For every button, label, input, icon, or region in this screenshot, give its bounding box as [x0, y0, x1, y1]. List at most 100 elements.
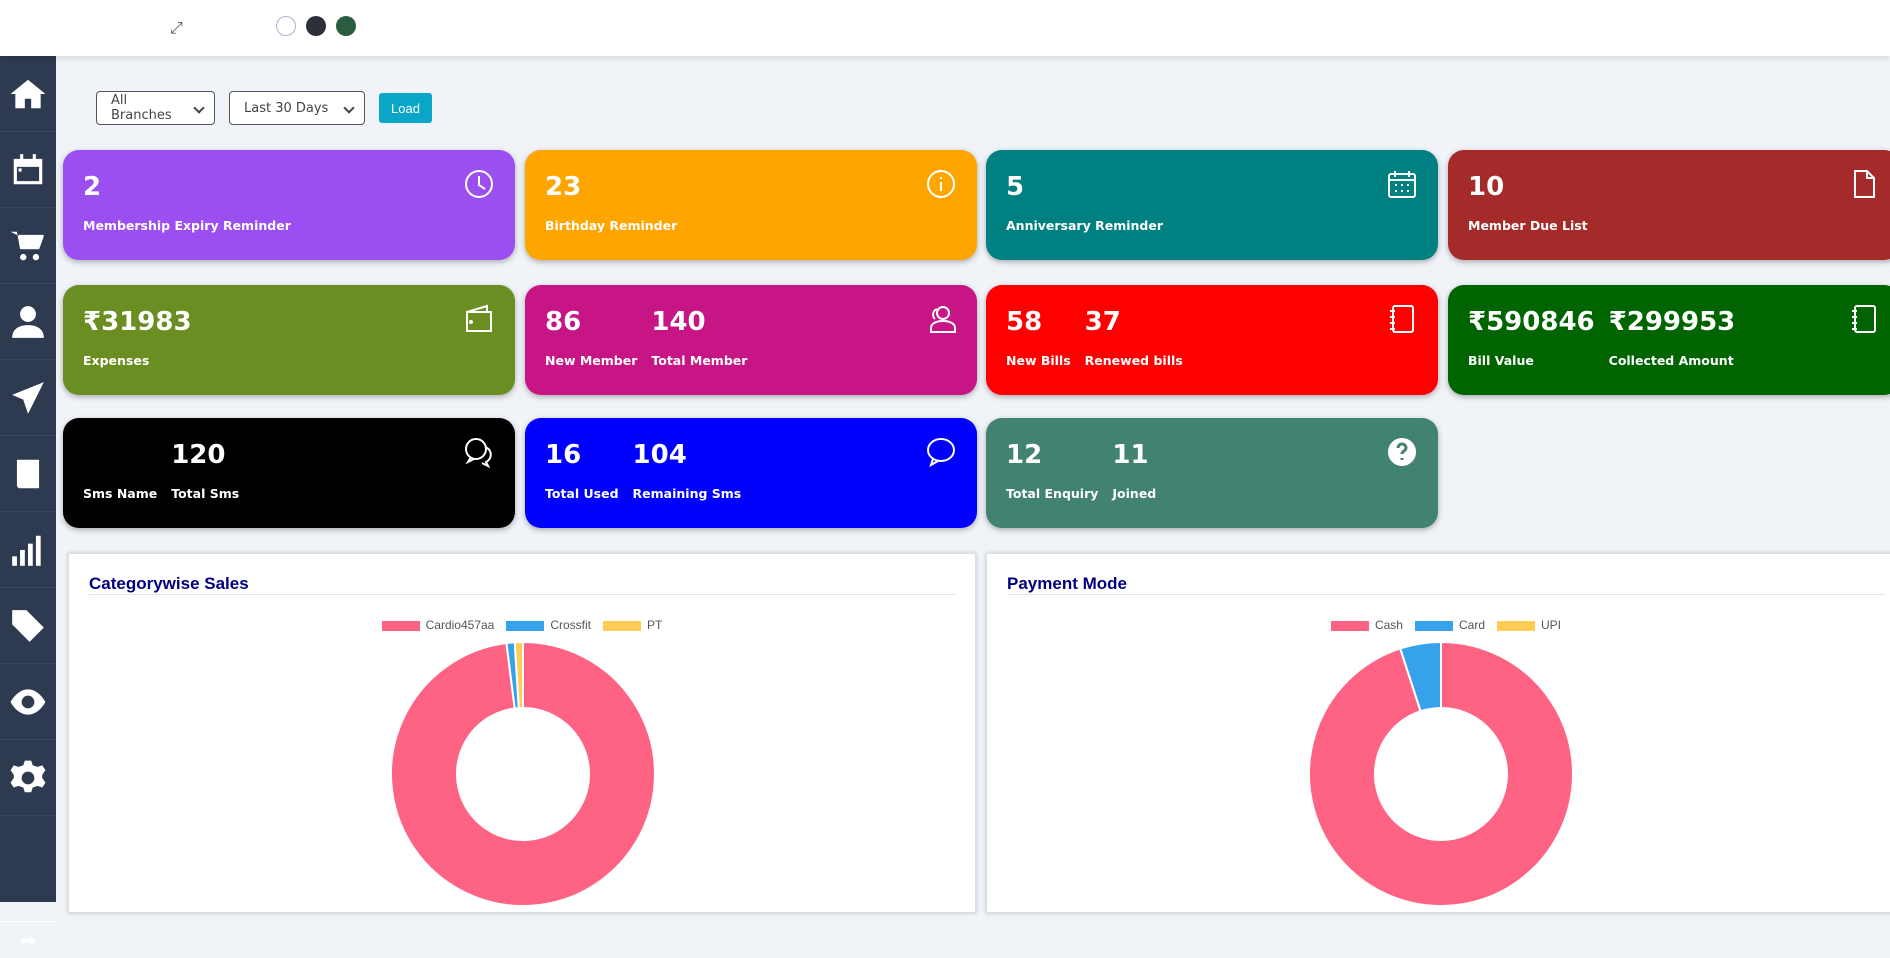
tags-icon — [12, 609, 44, 642]
pie-slice-cardio457aa[interactable] — [390, 640, 656, 907]
branch-select-value: All Branches — [111, 93, 172, 123]
stat-card[interactable]: 58 New Bills 37 Renewed bills — [986, 285, 1438, 395]
theme-dark-button[interactable] — [306, 16, 326, 36]
chart-title: Categorywise Sales — [89, 574, 249, 593]
stat-value: 23 — [545, 172, 582, 202]
stat-label: Bill Value — [1468, 353, 1534, 368]
legend-label: Crossfit — [550, 618, 592, 632]
legend-label: Cardio457aa — [425, 618, 495, 632]
eye-icon — [10, 688, 46, 715]
sidebar-item-settings[interactable] — [0, 740, 56, 816]
legend-label: PT — [647, 618, 663, 632]
stat-card[interactable]: Sms Name 120 Total Sms — [63, 418, 515, 528]
user-icon — [12, 305, 44, 338]
stat-label: Anniversary Reminder — [1006, 218, 1163, 233]
chart-title: Payment Mode — [1007, 574, 1127, 593]
stat-value: 10 — [1468, 172, 1505, 202]
theme-light-button[interactable] — [276, 16, 296, 36]
period-select-value: Last 30 Days — [244, 100, 329, 116]
legend-item[interactable]: UPI — [1497, 618, 1561, 632]
legend-item[interactable]: Cardio457aa — [381, 618, 495, 632]
notebook-icon — [1848, 303, 1880, 335]
stat-label: Total Member — [651, 353, 748, 368]
stat-value: 104 — [632, 440, 687, 470]
collapse-sidebar-button[interactable]: ➡ — [0, 921, 56, 958]
chart-legend: Cash Card UPI — [987, 618, 1890, 632]
categorywise-sales-panel: Categorywise Sales Cardio457aa Crossfit PT — [68, 553, 976, 913]
branch-select[interactable]: All Branches — [96, 91, 215, 125]
legend-label: Card — [1458, 618, 1485, 632]
stat-value: 5 — [1006, 172, 1025, 202]
stat-card[interactable]: 12 Total Enquiry 11 Joined — [986, 418, 1438, 528]
filters: All Branches Last 30 Days Load — [96, 91, 432, 125]
stat-label: Total Sms — [171, 486, 240, 501]
sidebar-item-home[interactable] — [0, 56, 56, 132]
stat-card[interactable]: 86 New Member 140 Total Member — [525, 285, 977, 395]
question-icon — [1386, 436, 1418, 468]
sidebar-item-view[interactable] — [0, 664, 56, 740]
load-button[interactable]: Load — [379, 93, 432, 123]
wallet-icon — [463, 303, 495, 335]
sidebar-item-cart[interactable] — [0, 208, 56, 284]
stat-label: Collected Amount — [1608, 353, 1734, 368]
stat-label: New Bills — [1006, 353, 1071, 368]
stat-card[interactable]: 16 Total Used 104 Remaining Sms — [525, 418, 977, 528]
legend-item[interactable]: PT — [603, 618, 662, 632]
stat-label: Joined — [1112, 486, 1157, 501]
payment-mode-chart — [1308, 640, 1574, 907]
sidebar-item-book[interactable] — [0, 436, 56, 512]
notebook-icon — [1386, 303, 1418, 335]
send-icon — [12, 381, 44, 414]
home-icon — [10, 79, 46, 108]
stat-label: Birthday Reminder — [545, 218, 678, 233]
cart-icon — [10, 231, 44, 260]
gear-icon — [10, 760, 46, 792]
sidebar-item-calendar[interactable] — [0, 132, 56, 208]
stat-card[interactable]: 10 Member Due List — [1448, 150, 1890, 260]
calendar-icon — [13, 153, 43, 184]
sidebar: ➡ — [0, 56, 56, 952]
stat-value: ₹590846 — [1468, 307, 1595, 337]
sidebar-item-reports[interactable] — [0, 512, 56, 588]
sidebar-item-send[interactable] — [0, 360, 56, 436]
stat-card[interactable]: ₹590846 Bill Value ₹299953 Collected Amount — [1448, 285, 1890, 395]
book-icon — [16, 459, 40, 488]
stat-label: Member Due List — [1468, 218, 1588, 233]
stat-value: 2 — [83, 172, 102, 202]
period-select[interactable]: Last 30 Days — [229, 91, 365, 125]
stat-value: 58 — [1006, 307, 1043, 337]
chart-legend: Cardio457aa Crossfit PT — [69, 618, 975, 632]
calendar-icon — [1386, 168, 1418, 200]
legend-item[interactable]: Cash — [1330, 618, 1403, 632]
stat-value: 86 — [545, 307, 582, 337]
pie-slice-cash[interactable] — [1308, 640, 1574, 907]
sidebar-item-tags[interactable] — [0, 588, 56, 664]
info-icon — [925, 168, 957, 200]
stat-card[interactable]: 23 Birthday Reminder — [525, 150, 977, 260]
stat-label: Sms Name — [83, 486, 158, 501]
legend-item[interactable]: Crossfit — [506, 618, 591, 632]
stat-value: 12 — [1006, 440, 1043, 470]
stat-card[interactable]: 2 Membership Expiry Reminder — [63, 150, 515, 260]
comment-icon — [925, 436, 957, 468]
pie-slice-pt[interactable] — [513, 640, 524, 710]
expand-icon[interactable]: ⤢ — [170, 18, 183, 37]
sidebar-item-user[interactable] — [0, 284, 56, 360]
theme-green-button[interactable] — [336, 16, 356, 36]
stat-card[interactable]: ₹31983 Expenses — [63, 285, 515, 395]
stat-value: 16 — [545, 440, 582, 470]
file-icon — [1848, 168, 1880, 200]
users-icon — [925, 303, 957, 335]
stat-label: New Member — [545, 353, 638, 368]
pie-slice-card[interactable] — [1398, 640, 1442, 713]
legend-item[interactable]: Card — [1414, 618, 1485, 632]
stat-value: 11 — [1112, 440, 1149, 470]
stat-value: 37 — [1084, 307, 1121, 337]
stat-label: Expenses — [83, 353, 150, 368]
arrow-right-icon: ➡ — [19, 928, 37, 952]
stat-card[interactable]: 5 Anniversary Reminder — [986, 150, 1438, 260]
stat-value: 140 — [651, 307, 706, 337]
legend-label: Cash — [1374, 618, 1403, 632]
top-bar: ⤢ — [0, 0, 1890, 56]
stat-value: ₹299953 — [1608, 307, 1736, 337]
